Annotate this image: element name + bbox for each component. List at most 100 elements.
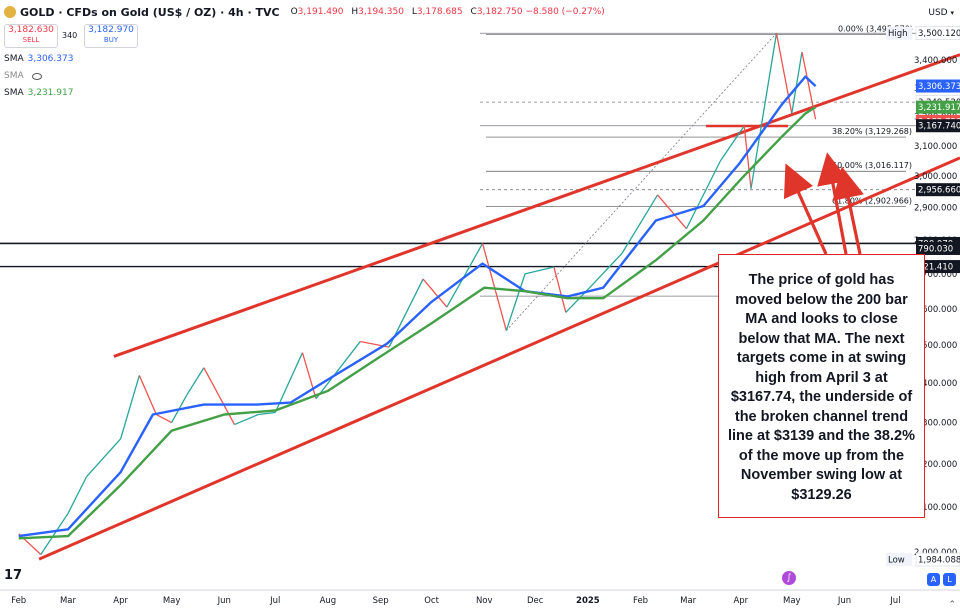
sma-1-value: 3,306.373 xyxy=(27,54,74,64)
buy-label: BUY xyxy=(103,36,119,44)
price-tag-background xyxy=(916,241,960,255)
auto-scale-icon[interactable]: A xyxy=(927,573,940,586)
price-tag: 1,984.088 Low xyxy=(886,552,960,567)
channel-line xyxy=(113,53,960,358)
scroll-arrows-icon[interactable]: ⌃ xyxy=(948,600,956,610)
price-tag-text: 3,500.120 xyxy=(918,29,960,39)
price-tag-background xyxy=(916,183,960,197)
sma-1-label: SMA xyxy=(4,54,24,64)
price-tag: 3,231.917 xyxy=(916,100,960,114)
open-label: O xyxy=(290,7,298,17)
price-segment xyxy=(138,375,157,415)
hidden-eye-icon[interactable] xyxy=(31,72,42,80)
price-tag: 3,167.740 xyxy=(916,119,960,133)
low-value: 3,178.685 xyxy=(416,7,463,17)
annotation-arrow xyxy=(817,152,849,255)
price-tag-prefix: Low xyxy=(888,556,905,566)
price-tag-text: 2,956.660 xyxy=(918,186,960,196)
fib-level-label: 0.00% (3,495.570) xyxy=(838,24,913,33)
price-segment xyxy=(775,33,793,114)
sma-indicator-2[interactable]: SMA xyxy=(4,71,42,81)
time-axis-label: Jun xyxy=(837,596,851,606)
time-axis-label: Oct xyxy=(424,596,439,606)
analysis-annotation: The price of gold has moved below the 20… xyxy=(718,254,925,518)
time-axis-label: Feb xyxy=(11,596,26,606)
time-axis-label: Sep xyxy=(373,596,389,606)
price-axis-label: 3,000.000 xyxy=(914,172,957,182)
time-axis-label: Nov xyxy=(476,596,493,606)
price-tag-background xyxy=(915,26,960,41)
price-tag-background xyxy=(916,100,960,114)
price-segment xyxy=(481,243,507,331)
time-axis-label: Feb xyxy=(633,596,648,606)
trend-channel xyxy=(38,53,960,561)
time-axis-label: May xyxy=(783,596,801,606)
price-tag-text: 3,306.373 xyxy=(918,82,960,92)
price-segment xyxy=(422,278,448,308)
time-axis-label: 2025 xyxy=(576,596,600,606)
time-axis: Feb Mar Apr May Jun Jul Aug Sep Oct Nov Dec 2025 Feb… xyxy=(11,596,900,606)
log-scale-icon[interactable]: L xyxy=(943,573,956,586)
sma-fast-line xyxy=(18,75,817,538)
ohlc-values: O3,191.490 H3,194.350 L3,178.685 C3,182.… xyxy=(286,7,605,17)
price-axis-label: 3,100.000 xyxy=(914,142,957,152)
time-axis-label: Jul xyxy=(269,596,280,606)
price-tags: 3,500.120High3,306.3733,249.5203,231.917… xyxy=(886,26,960,567)
sell-price: 3,182.630 xyxy=(8,25,54,35)
price-axis-label: 2,300.000 xyxy=(914,419,957,429)
currency-selector[interactable]: USD ▾ xyxy=(928,8,954,18)
time-axis-label: Jul xyxy=(889,596,900,606)
price-axis-label: 2,900.000 xyxy=(914,204,957,214)
price-tag-background xyxy=(916,79,960,93)
ideas-icon[interactable]: ∫ xyxy=(782,571,796,585)
price-tag-prefix-bg xyxy=(886,26,912,40)
spread-value: 340 xyxy=(62,31,78,40)
sma-indicator-3[interactable]: SMA 3,231.917 xyxy=(4,88,73,98)
currency-label: USD xyxy=(928,8,948,18)
price-axis-label: 2,500.000 xyxy=(914,341,957,351)
sma-indicator-1[interactable]: SMA 3,306.373 xyxy=(4,54,73,64)
price-segment xyxy=(589,253,623,289)
price-segment xyxy=(657,194,687,230)
price-axis-label: 2,100.000 xyxy=(914,503,957,513)
price-segment xyxy=(234,413,259,426)
high-label: H xyxy=(351,7,359,17)
price-tag-text: 1,984.088 xyxy=(918,556,960,566)
annotation-arrow xyxy=(783,163,828,255)
time-axis-label: Mar xyxy=(60,596,77,606)
price-segment xyxy=(67,476,88,514)
price-tag: 3,500.120 High xyxy=(886,26,960,41)
sell-button[interactable]: 3,182.630 SELL xyxy=(4,24,58,48)
time-axis-label: Mar xyxy=(680,596,697,606)
buy-button[interactable]: 3,182.970 BUY xyxy=(84,24,138,48)
low-label: L xyxy=(411,7,417,17)
symbol-title[interactable]: GOLD · CFDs on Gold (US$ / OZ) · 4h · TV… xyxy=(20,5,280,19)
price-segment xyxy=(40,513,69,555)
price-segment xyxy=(86,438,122,477)
price-segment xyxy=(156,413,172,424)
price-tag-text: 721.410 xyxy=(918,263,953,273)
sma-2-label: SMA xyxy=(4,71,24,81)
fib-level-label: 38.20% (3,129.268) xyxy=(832,127,912,136)
price-segment xyxy=(186,367,205,396)
price-tag-text: 790.030 xyxy=(918,244,953,254)
sma-3-value: 3,231.917 xyxy=(27,88,74,98)
fib-swing-line xyxy=(506,32,777,331)
time-axis-label: Apr xyxy=(733,596,748,606)
price-tag-background xyxy=(916,119,960,133)
sma-3-label: SMA xyxy=(4,88,24,98)
sell-label: SELL xyxy=(22,36,40,44)
price-tag: 721.410 xyxy=(916,260,960,274)
price-axis-label: 2,700.000 xyxy=(914,270,957,280)
price-segment xyxy=(621,194,659,254)
close-value: 3,182.750 xyxy=(476,7,523,17)
sma-slow-line xyxy=(18,106,817,540)
price-tag-prefix-bg xyxy=(886,553,912,567)
price-tag-text: 3,167.740 xyxy=(918,122,960,132)
price-tag-background xyxy=(915,552,960,567)
price-segment xyxy=(301,352,317,399)
fib-level-label: 50.00% (3,016.117) xyxy=(832,161,912,170)
price-segment xyxy=(315,341,361,400)
price-tag: 2,956.660 xyxy=(916,183,960,197)
